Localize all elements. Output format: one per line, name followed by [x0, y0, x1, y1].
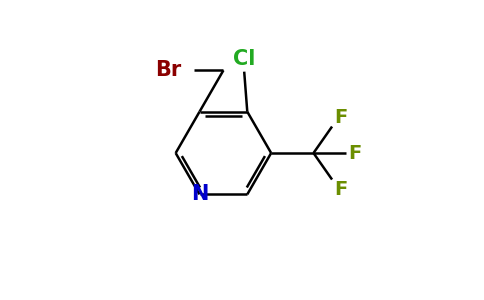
Text: Br: Br: [155, 60, 182, 80]
Text: N: N: [191, 184, 208, 204]
Text: F: F: [334, 179, 348, 199]
Text: F: F: [334, 107, 348, 127]
Text: F: F: [348, 143, 362, 163]
Text: Cl: Cl: [233, 49, 256, 69]
